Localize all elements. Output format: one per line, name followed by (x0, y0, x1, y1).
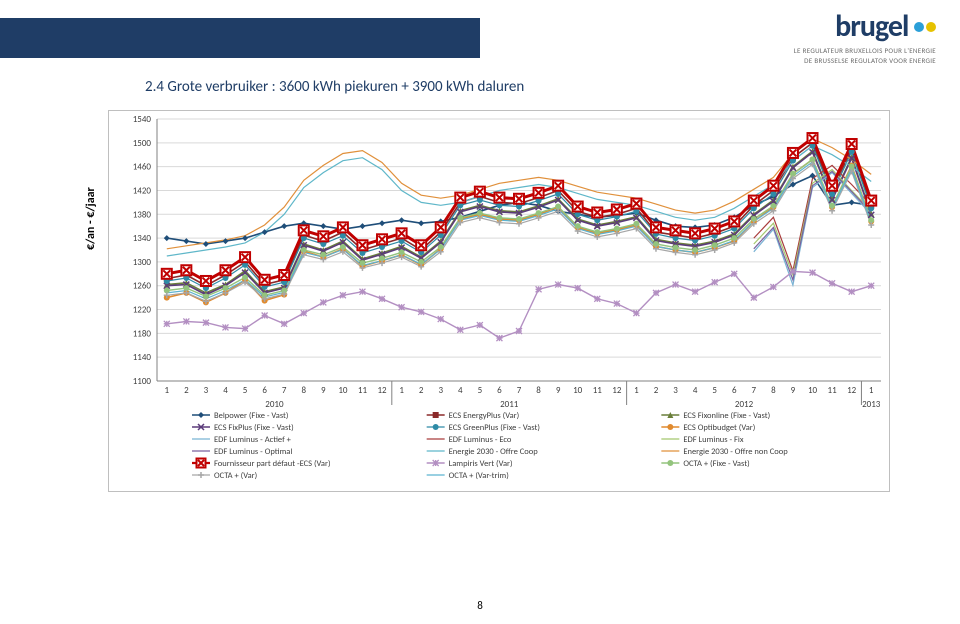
page-number: 8 (477, 599, 483, 612)
svg-text:10: 10 (338, 385, 348, 396)
svg-text:1420: 1420 (133, 185, 152, 196)
svg-text:ECS GreenPlus (Fixe - Vast): ECS GreenPlus (Fixe - Vast) (449, 423, 540, 433)
svg-text:2010: 2010 (265, 399, 284, 410)
svg-text:2013: 2013 (862, 399, 881, 410)
svg-text:1460: 1460 (133, 162, 152, 173)
brand-text: brugel (794, 8, 936, 45)
svg-text:1100: 1100 (133, 376, 152, 387)
svg-text:5: 5 (478, 385, 483, 396)
svg-text:8: 8 (771, 385, 776, 396)
svg-text:1300: 1300 (133, 257, 152, 268)
svg-text:1140: 1140 (133, 352, 152, 363)
svg-text:2: 2 (184, 385, 189, 396)
svg-text:10: 10 (808, 385, 818, 396)
svg-text:ECS FixPlus (Fixe - Vast): ECS FixPlus (Fixe - Vast) (214, 423, 294, 433)
svg-text:ECS Optibudget (Var): ECS Optibudget (Var) (683, 423, 755, 433)
svg-text:12: 12 (612, 385, 622, 396)
svg-text:ECS EnergyPlus (Var): ECS EnergyPlus (Var) (449, 411, 520, 421)
svg-text:1220: 1220 (133, 305, 152, 316)
svg-text:EDF Luminus - Eco: EDF Luminus - Eco (449, 435, 512, 445)
header-bar (0, 18, 480, 58)
chart-area: 1100 1140 1180 1220 1260 1300 1340 1380 1420 1460… (108, 110, 890, 492)
svg-text:6: 6 (262, 385, 267, 396)
svg-text:EDF Luminus - Fix: EDF Luminus - Fix (683, 435, 744, 445)
brand-subtitle-1: LE REGULATEUR BRUXELLOIS POUR L'ENERGIE (794, 47, 936, 55)
svg-text:12: 12 (377, 385, 387, 396)
svg-text:1180: 1180 (133, 328, 152, 339)
svg-text:5: 5 (243, 385, 248, 396)
svg-text:1: 1 (399, 385, 404, 396)
svg-text:11: 11 (593, 385, 603, 396)
svg-text:7: 7 (517, 385, 522, 396)
svg-text:10: 10 (573, 385, 583, 396)
svg-text:2: 2 (419, 385, 424, 396)
svg-text:1: 1 (634, 385, 639, 396)
brand-logo: brugel LE REGULATEUR BRUXELLOIS POUR L'E… (794, 8, 936, 66)
svg-text:8: 8 (536, 385, 541, 396)
y-axis-label: €/an - €/jaar (84, 187, 98, 250)
svg-text:1540: 1540 (133, 114, 152, 125)
svg-text:7: 7 (752, 385, 757, 396)
svg-text:9: 9 (556, 385, 561, 396)
svg-text:1260: 1260 (133, 281, 152, 292)
svg-text:3: 3 (438, 385, 443, 396)
brand-subtitle-2: DE BRUSSELSE REGULATOR VOOR ENERGIE (794, 57, 936, 65)
svg-text:12: 12 (847, 385, 857, 396)
svg-text:Lampiris Vert (Var): Lampiris Vert (Var) (449, 459, 513, 469)
svg-text:4: 4 (458, 385, 463, 396)
svg-text:EDF Luminus - Actief +: EDF Luminus - Actief + (214, 435, 292, 445)
svg-text:1340: 1340 (133, 233, 152, 244)
svg-text:8: 8 (301, 385, 306, 396)
svg-text:3: 3 (673, 385, 678, 396)
svg-text:4: 4 (693, 385, 698, 396)
svg-text:OCTA + (Var): OCTA + (Var) (214, 471, 257, 481)
svg-text:6: 6 (497, 385, 502, 396)
svg-text:1380: 1380 (133, 209, 152, 220)
svg-text:1500: 1500 (133, 138, 152, 149)
svg-text:2011: 2011 (500, 399, 519, 410)
svg-text:2012: 2012 (735, 399, 754, 410)
svg-text:Energie 2030 - Offre Coop: Energie 2030 - Offre Coop (449, 447, 539, 457)
svg-text:9: 9 (321, 385, 326, 396)
svg-text:1: 1 (165, 385, 170, 396)
svg-text:6: 6 (732, 385, 737, 396)
svg-text:4: 4 (223, 385, 228, 396)
svg-text:3: 3 (204, 385, 209, 396)
svg-text:7: 7 (282, 385, 287, 396)
svg-text:Energie 2030 - Offre non Coop: Energie 2030 - Offre non Coop (683, 447, 788, 457)
svg-text:1: 1 (869, 385, 874, 396)
svg-text:EDF Luminus - Optimal: EDF Luminus - Optimal (214, 447, 292, 457)
svg-text:2: 2 (654, 385, 659, 396)
svg-text:11: 11 (358, 385, 368, 396)
svg-text:OCTA + (Var-trim): OCTA + (Var-trim) (449, 471, 509, 481)
svg-text:Fournisseur part défaut -ECS (: Fournisseur part défaut -ECS (Var) (214, 459, 331, 469)
chart-title: 2.4 Grote verbruiker : 3600 kWh piekuren… (145, 78, 524, 96)
svg-text:5: 5 (712, 385, 717, 396)
svg-text:OCTA + (Fixe - Vast): OCTA + (Fixe - Vast) (683, 459, 749, 469)
svg-text:9: 9 (791, 385, 796, 396)
svg-text:ECS Fixonline (Fixe - Vast): ECS Fixonline (Fixe - Vast) (683, 411, 770, 421)
svg-text:Belpower (Fixe - Vast): Belpower (Fixe - Vast) (214, 411, 288, 421)
svg-text:11: 11 (828, 385, 838, 396)
